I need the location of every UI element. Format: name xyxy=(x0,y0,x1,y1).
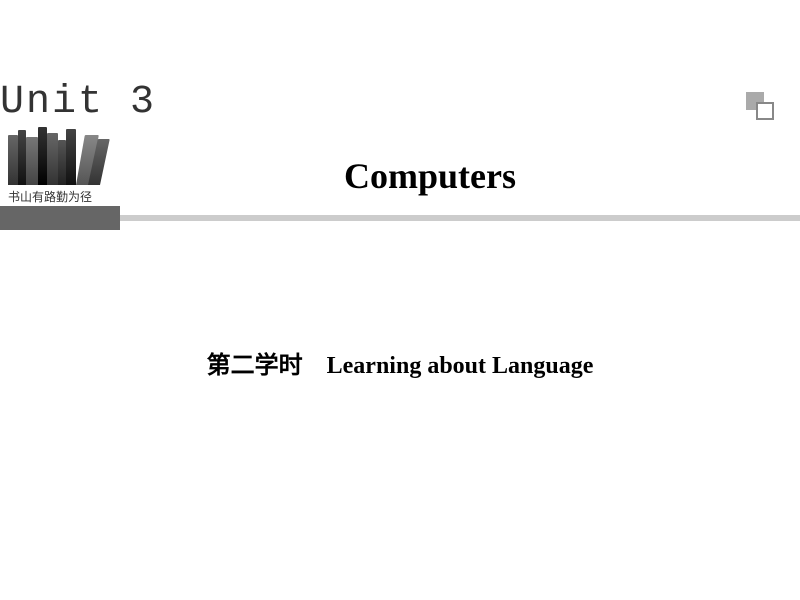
corner-decoration xyxy=(746,92,776,122)
unit-label: Unit 3 xyxy=(0,80,156,125)
square-outline-icon xyxy=(756,102,774,120)
subtitle-chinese: 第二学时 xyxy=(207,353,303,379)
page-title: Computers xyxy=(0,155,800,197)
subtitle-english: Learning about Language xyxy=(327,353,594,379)
subtitle-spacer xyxy=(303,353,327,379)
subtitle: 第二学时 Learning about Language xyxy=(0,345,800,380)
divider-dark-segment xyxy=(0,206,120,230)
divider-light-segment xyxy=(120,215,800,221)
